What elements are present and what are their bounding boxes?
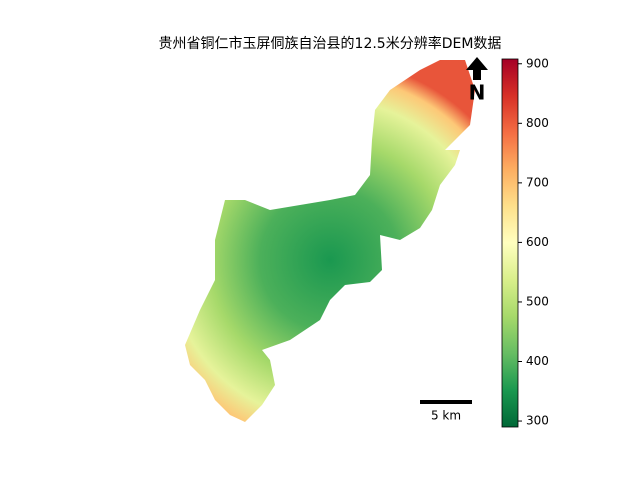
north-arrow [466,57,488,80]
colorbar-tick-label: 800 [526,116,549,130]
colorbar-tick-label: 300 [526,414,549,428]
colorbar-tick-label: 700 [526,175,549,189]
county-terrain [185,60,475,422]
colorbar-tick-label: 500 [526,294,549,308]
colorbar [501,58,519,428]
north-label: N [469,81,486,105]
colorbar-tick-label: 400 [526,354,549,368]
colorbar-tick-label: 900 [526,56,549,70]
map-title: 贵州省铜仁市玉屏侗族自治县的12.5米分辨率DEM数据 [159,35,502,52]
scale-bar-label: 5 km [431,409,461,423]
colorbar-tick-label: 600 [526,235,549,249]
